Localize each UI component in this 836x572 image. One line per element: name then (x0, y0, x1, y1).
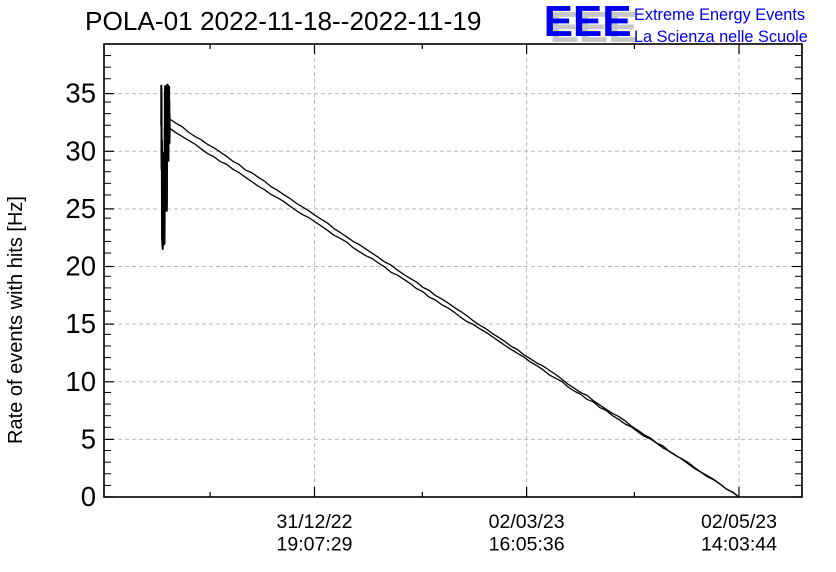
svg-text:10: 10 (65, 366, 96, 397)
svg-text:14:03:44: 14:03:44 (701, 534, 777, 556)
svg-text:E: E (544, 0, 573, 46)
svg-text:15: 15 (65, 308, 96, 339)
svg-text:Rate of events with hits [Hz]: Rate of events with hits [Hz] (5, 196, 27, 444)
svg-text:0: 0 (81, 481, 96, 512)
svg-text:La Scienza nelle Scuole: La Scienza nelle Scuole (634, 28, 808, 46)
svg-text:31/12/22: 31/12/22 (277, 511, 353, 533)
svg-text:02/03/23: 02/03/23 (489, 511, 565, 533)
svg-text:POLA-01 2022-11-18--2022-11-19: POLA-01 2022-11-18--2022-11-19 (85, 6, 481, 36)
svg-text:Extreme Energy Events: Extreme Energy Events (634, 6, 805, 24)
svg-text:5: 5 (81, 423, 96, 454)
svg-text:25: 25 (65, 193, 96, 224)
svg-text:35: 35 (65, 78, 96, 109)
svg-text:20: 20 (65, 251, 96, 282)
svg-text:E: E (573, 0, 602, 46)
svg-text:19:07:29: 19:07:29 (277, 534, 353, 556)
svg-text:E: E (602, 0, 631, 46)
svg-text:02/05/23: 02/05/23 (701, 511, 777, 533)
svg-text:30: 30 (65, 135, 96, 166)
svg-text:16:05:36: 16:05:36 (489, 534, 565, 556)
